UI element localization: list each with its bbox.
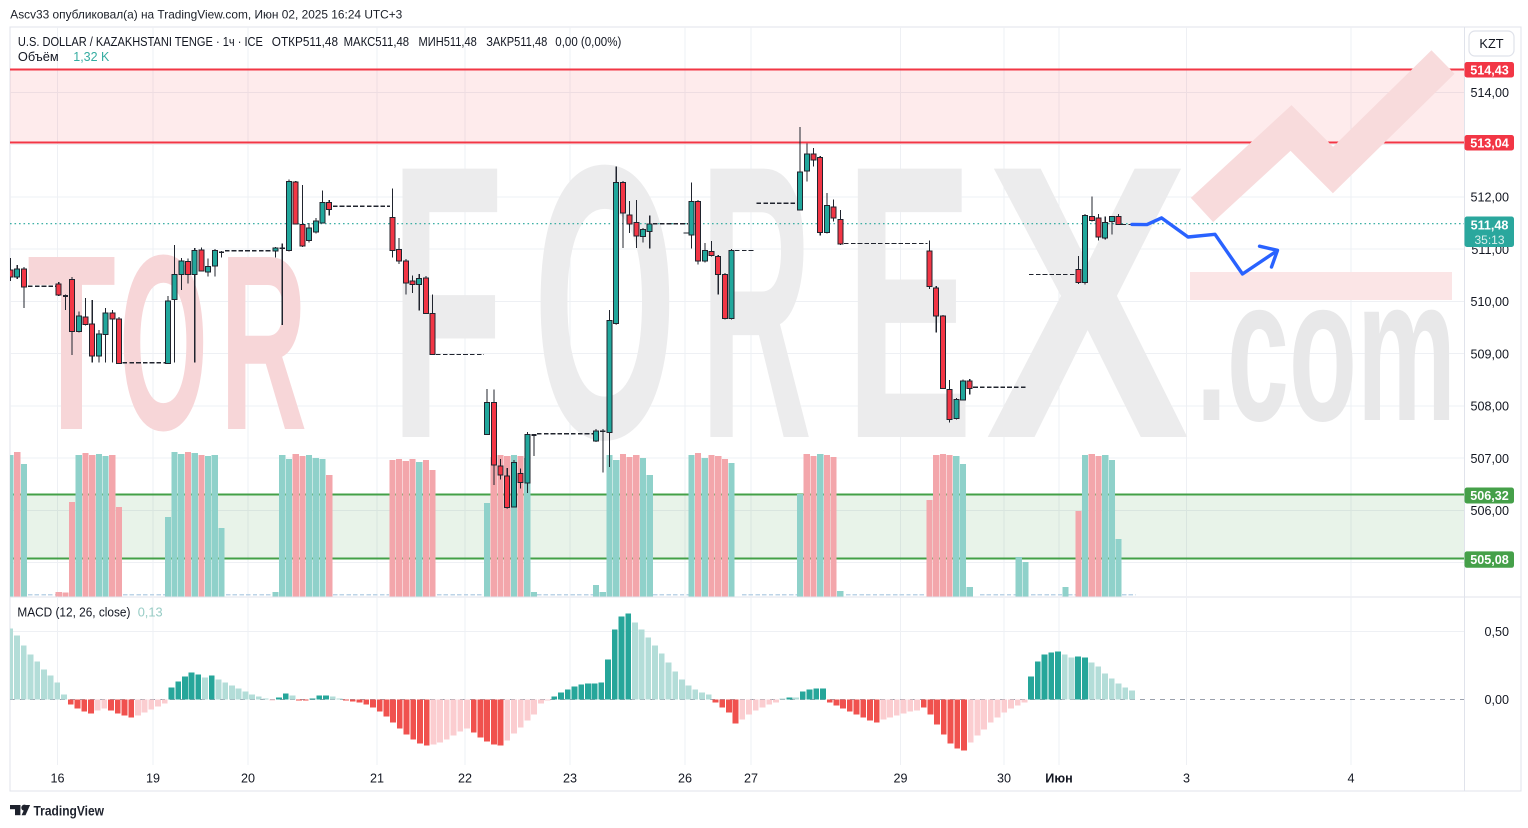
svg-text:Ascv33 опубликовал(а) на Tradi: Ascv33 опубликовал(а) на TradingView.com… <box>10 8 402 22</box>
svg-text:509,00: 509,00 <box>1470 347 1509 361</box>
svg-text:3: 3 <box>1183 772 1190 786</box>
svg-text:O: O <box>533 84 677 520</box>
svg-text:20: 20 <box>241 772 255 786</box>
svg-text:0,13: 0,13 <box>138 605 163 620</box>
svg-text:Объём: Объём <box>18 49 59 64</box>
svg-text:510,00: 510,00 <box>1470 295 1509 309</box>
svg-text:R: R <box>700 84 812 520</box>
svg-text:T: T <box>27 203 116 482</box>
svg-text:МАКС511,48: МАКС511,48 <box>344 34 410 49</box>
svg-text:30: 30 <box>997 772 1011 786</box>
svg-text:507,00: 507,00 <box>1470 452 1509 466</box>
svg-text:MACD (12, 26, close): MACD (12, 26, close) <box>17 605 130 620</box>
svg-text:16: 16 <box>50 772 64 786</box>
svg-text:514,00: 514,00 <box>1470 86 1509 100</box>
svg-text:0,00 (0,00%): 0,00 (0,00%) <box>555 34 621 49</box>
svg-text:506,32: 506,32 <box>1470 489 1509 503</box>
svg-text:511,48: 511,48 <box>1471 219 1509 233</box>
svg-text:21: 21 <box>370 772 384 786</box>
svg-text:35:13: 35:13 <box>1474 233 1504 247</box>
svg-text:МИН511,48: МИН511,48 <box>419 34 477 49</box>
svg-text:ЗАКР511,48: ЗАКР511,48 <box>486 34 547 49</box>
svg-text:0,50: 0,50 <box>1484 625 1509 639</box>
svg-text:505,08: 505,08 <box>1470 553 1509 567</box>
svg-text:22: 22 <box>458 772 472 786</box>
svg-text:KZT: KZT <box>1479 36 1503 51</box>
svg-text:TradingView: TradingView <box>34 804 105 819</box>
svg-text:26: 26 <box>678 772 692 786</box>
svg-text:4: 4 <box>1347 772 1354 786</box>
svg-text:27: 27 <box>744 772 758 786</box>
svg-text:23: 23 <box>563 772 577 786</box>
svg-text:X: X <box>985 84 1191 520</box>
svg-text:0,00: 0,00 <box>1484 693 1509 707</box>
svg-text:R: R <box>220 203 307 482</box>
svg-text:1,32 K: 1,32 K <box>73 49 109 64</box>
svg-text:O: O <box>119 203 208 482</box>
svg-text:513,04: 513,04 <box>1470 136 1509 150</box>
svg-text:.com: .com <box>1196 235 1456 464</box>
svg-text:E: E <box>845 84 973 520</box>
svg-text:508,00: 508,00 <box>1470 400 1509 414</box>
svg-text:Июн: Июн <box>1045 772 1072 786</box>
svg-text:U.S. DOLLAR / KAZAKHSTANI TENG: U.S. DOLLAR / KAZAKHSTANI TENGE · 1ч · I… <box>18 34 263 49</box>
svg-text:514,43: 514,43 <box>1470 63 1509 77</box>
svg-text:512,00: 512,00 <box>1470 191 1509 205</box>
svg-text:29: 29 <box>893 772 907 786</box>
svg-text:F: F <box>390 84 504 520</box>
svg-text:19: 19 <box>146 772 160 786</box>
svg-text:ОТКР511,48: ОТКР511,48 <box>272 34 338 49</box>
svg-text:506,00: 506,00 <box>1470 504 1509 518</box>
